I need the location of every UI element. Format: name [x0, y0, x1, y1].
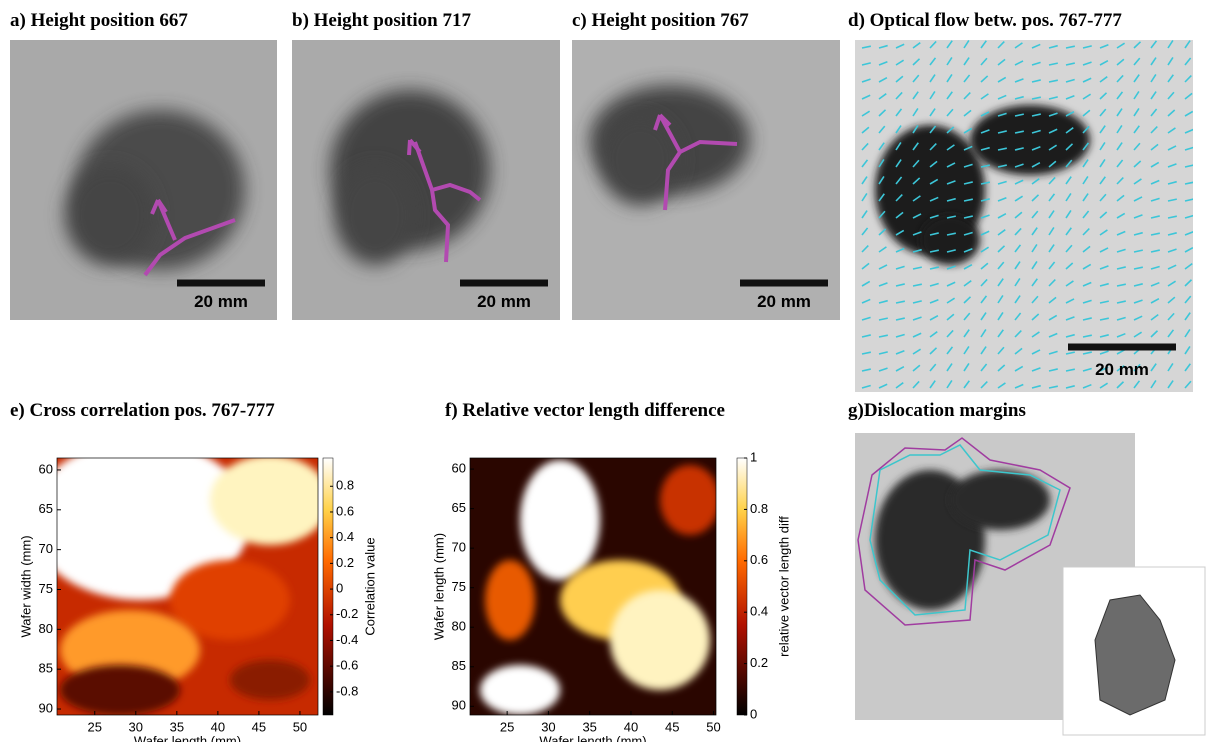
photo-b [292, 40, 560, 320]
x-tick-label: 30 [129, 719, 143, 734]
colorbar-tick-label: -0.8 [336, 683, 358, 698]
colorbar-tick-label: 0 [336, 581, 343, 596]
x-tick-label: 25 [88, 719, 102, 734]
panel-title: f) Relative vector length difference [445, 400, 725, 421]
colorbar-label: relative vector length diff [776, 516, 791, 657]
figure: a) Height position 667 b) Height positio… [0, 0, 1211, 742]
y-tick-label: 80 [452, 619, 466, 634]
scale-bar-label: 20 mm [477, 292, 531, 311]
colorbar-tick-label: -0.4 [336, 632, 358, 647]
y-tick-label: 60 [39, 461, 53, 476]
photo-a [10, 40, 277, 320]
y-tick-label: 70 [452, 540, 466, 555]
colorbar-label: Correlation value [362, 537, 377, 635]
page: a) Height position 667 b) Height positio… [0, 0, 1211, 742]
x-tick-label: 40 [211, 719, 225, 734]
y-tick-label: 80 [39, 621, 53, 636]
photo-c [572, 40, 840, 320]
colorbar-tick-label: 0 [750, 706, 757, 721]
x-axis-label: Wafer length (mm) [539, 733, 646, 742]
panel-title: a) Height position 667 [10, 10, 188, 31]
panel-title: b) Height position 717 [292, 10, 471, 31]
heatmap-e [30, 440, 330, 715]
y-tick-label: 60 [452, 461, 466, 476]
colorbar-tick-label: -0.2 [336, 606, 358, 621]
colorbar-tick-label: 0.2 [750, 655, 768, 670]
x-tick-label: 35 [582, 719, 596, 734]
y-tick-label: 75 [39, 581, 53, 596]
colorbar-tick-label: 1 [750, 449, 757, 464]
panel-title: d) Optical flow betw. pos. 767-777 [848, 10, 1122, 31]
y-tick-label: 65 [39, 501, 53, 516]
colorbar-tick-label: 0.4 [750, 604, 768, 619]
colorbar-tick-label: 0.6 [750, 552, 768, 567]
x-tick-label: 45 [252, 719, 266, 734]
colorbar-tick-label: 0.8 [750, 501, 768, 516]
y-tick-label: 90 [39, 700, 53, 715]
colorbar-tick-label: 0.8 [336, 478, 354, 493]
colorbar-tick-label: -0.6 [336, 658, 358, 673]
x-tick-label: 25 [500, 719, 514, 734]
y-tick-label: 70 [39, 541, 53, 556]
x-tick-label: 50 [293, 719, 307, 734]
y-tick-label: 85 [39, 661, 53, 676]
photo-g [855, 433, 1205, 735]
x-tick-label: 45 [665, 719, 679, 734]
photo-d [855, 40, 1194, 392]
x-tick-label: 30 [541, 719, 555, 734]
scale-bar-label: 20 mm [1095, 360, 1149, 379]
x-tick-label: 35 [170, 719, 184, 734]
panel-title: g)Dislocation margins [848, 400, 1026, 421]
y-tick-label: 75 [452, 579, 466, 594]
colorbar-tick-label: 0.2 [336, 555, 354, 570]
colorbar [737, 458, 747, 715]
x-tick-label: 50 [706, 719, 720, 734]
scale-bar-label: 20 mm [194, 292, 248, 311]
panel-title: e) Cross correlation pos. 767-777 [10, 400, 275, 421]
colorbar [323, 458, 333, 715]
heatmap-f [470, 458, 720, 715]
x-axis-label: Wafer length (mm) [134, 733, 241, 742]
y-tick-label: 90 [452, 698, 466, 713]
y-tick-label: 85 [452, 658, 466, 673]
scale-bar-label: 20 mm [757, 292, 811, 311]
x-tick-label: 40 [624, 719, 638, 734]
panel-title: c) Height position 767 [572, 10, 749, 31]
colorbar-tick-label: 0.4 [336, 529, 354, 544]
y-axis-label: Wafer width (mm) [18, 535, 33, 637]
y-axis-label: Wafer length (mm) [431, 533, 446, 640]
y-tick-label: 65 [452, 500, 466, 515]
colorbar-tick-label: 0.6 [336, 503, 354, 518]
